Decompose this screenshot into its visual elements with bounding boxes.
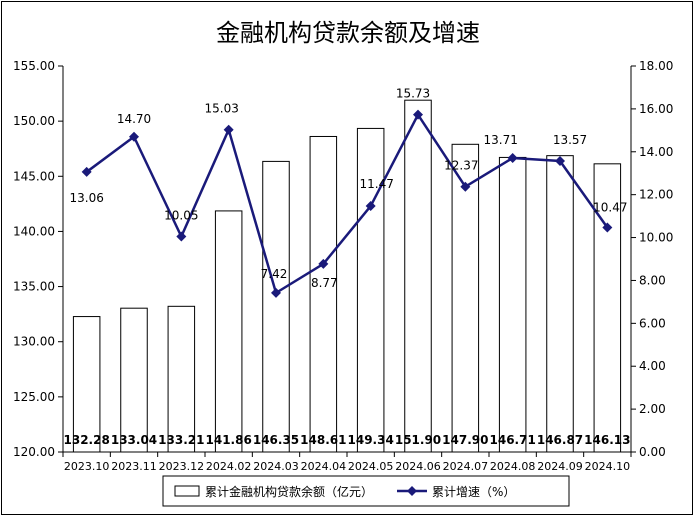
line-value-label: 12.37 xyxy=(444,159,478,173)
y-left-tick-label: 140.00 xyxy=(13,224,55,238)
y-left-tick-label: 130.00 xyxy=(13,335,55,349)
y-right-tick-label: 6.00 xyxy=(639,316,666,330)
bar xyxy=(167,305,196,453)
x-tick-label: 2024.02 xyxy=(206,460,252,473)
legend-line-marker xyxy=(407,486,417,496)
line-point xyxy=(602,222,613,233)
bar xyxy=(309,135,338,453)
x-tick-label: 2024.05 xyxy=(348,460,394,473)
bar-value-label: 146.87 xyxy=(537,433,583,447)
bar-value-label: 132.28 xyxy=(64,433,110,447)
line-point xyxy=(129,131,139,142)
x-tick-label: 2024.04 xyxy=(301,460,347,473)
bar xyxy=(451,143,480,453)
line-point xyxy=(460,181,471,192)
y-right-tick-label: 18.00 xyxy=(639,59,673,73)
bar-value-label: 146.71 xyxy=(490,433,536,447)
line-value-label: 10.47 xyxy=(593,200,627,214)
y-right-tick-label: 8.00 xyxy=(639,273,666,287)
x-tick-label: 2023.10 xyxy=(64,460,110,473)
legend-bar-swatch xyxy=(174,485,200,497)
legend: 累计金融机构贷款余额（亿元） 累计增速（%） xyxy=(162,475,570,507)
bar-labels: 132.28 133.04 133.21 141.86 146.35 148.61 149.… xyxy=(64,433,631,447)
line-point xyxy=(365,201,376,212)
x-tick-label: 2024.07 xyxy=(443,460,489,473)
line-value-label: 7.42 xyxy=(261,267,288,281)
y-left-tick-label: 135.00 xyxy=(13,280,55,294)
x-tick-label: 2023.11 xyxy=(111,460,157,473)
bar xyxy=(546,155,574,453)
line-value-label: 11.47 xyxy=(359,177,393,191)
y-left-tick-label: 145.00 xyxy=(13,169,55,183)
line-labels: 13.06 14.70 10.05 15.03 7.42 8.77 11.47 15.73 12… xyxy=(69,87,627,290)
line-point xyxy=(507,152,518,163)
line-point xyxy=(81,166,92,177)
bar-value-label: 133.04 xyxy=(111,433,157,447)
growth-line xyxy=(85,112,609,295)
bar xyxy=(356,127,385,453)
x-tick-labels: 2023.10 2023.11 2023.12 2024.02 2024.03 2024.… xyxy=(64,460,630,473)
line-point xyxy=(271,287,281,298)
x-tick-label: 2023.12 xyxy=(159,460,205,473)
x-tick-label: 2024.08 xyxy=(490,460,536,473)
y-right-tick-label: 2.00 xyxy=(639,402,666,416)
line-value-label: 14.70 xyxy=(117,112,151,126)
line-value-label: 13.57 xyxy=(553,133,587,147)
line-point xyxy=(223,124,234,135)
legend-line-label: 累计增速（%） xyxy=(432,485,515,499)
bar xyxy=(72,316,101,453)
x-tick-label: 2024.06 xyxy=(395,460,441,473)
y-right-tick-label: 14.00 xyxy=(639,145,673,159)
bar-value-label: 151.90 xyxy=(395,433,441,447)
y-right-tick-label: 12.00 xyxy=(639,188,673,202)
x-tick-label: 2024.09 xyxy=(537,460,583,473)
chart-title: 金融机构贷款余额及增速 xyxy=(216,19,480,47)
line-point xyxy=(413,109,423,120)
line-value-label: 15.03 xyxy=(204,102,238,116)
bar xyxy=(593,163,622,453)
y-right-tick-label: 4.00 xyxy=(639,359,666,373)
y-right-tick-label: 16.00 xyxy=(639,102,673,116)
legend-bar-label: 累计金融机构贷款余额（亿元） xyxy=(205,484,373,499)
y-left-tick-label: 125.00 xyxy=(13,390,55,404)
line-series xyxy=(81,109,613,298)
line-value-label: 10.05 xyxy=(164,208,198,222)
legend-box xyxy=(162,475,570,507)
bar xyxy=(262,160,290,453)
bar xyxy=(498,156,527,453)
x-tick-label: 2024.10 xyxy=(585,460,631,473)
axes: 120.00 125.00 130.00 135.00 140.00 145.00 150.… xyxy=(13,59,673,459)
bar xyxy=(214,210,243,453)
line-point xyxy=(555,155,565,166)
line-point xyxy=(318,258,329,269)
bar-value-label: 147.90 xyxy=(442,433,488,447)
y-left-tick-label: 155.00 xyxy=(13,59,55,73)
bar-value-label: 133.21 xyxy=(158,433,204,447)
bar-series xyxy=(72,99,622,453)
bar-value-label: 148.61 xyxy=(300,433,346,447)
line-value-label: 15.73 xyxy=(396,87,430,101)
bar-value-label: 146.35 xyxy=(253,433,299,447)
line-value-label: 13.71 xyxy=(483,133,517,147)
y-right-tick-label: 10.00 xyxy=(639,231,673,245)
bar xyxy=(404,99,432,453)
y-left-tick-label: 120.00 xyxy=(13,445,55,459)
line-value-label: 8.77 xyxy=(311,276,338,290)
x-tick-label: 2024.03 xyxy=(253,460,299,473)
y-right-tick-label: 0.00 xyxy=(639,445,666,459)
bar-value-label: 146.13 xyxy=(584,433,630,447)
line-point xyxy=(176,231,187,242)
bar-value-label: 149.34 xyxy=(348,433,394,447)
line-value-label: 13.06 xyxy=(69,191,103,205)
y-left-tick-label: 150.00 xyxy=(13,114,55,128)
bar-value-label: 141.86 xyxy=(206,433,252,447)
bar xyxy=(120,307,148,453)
